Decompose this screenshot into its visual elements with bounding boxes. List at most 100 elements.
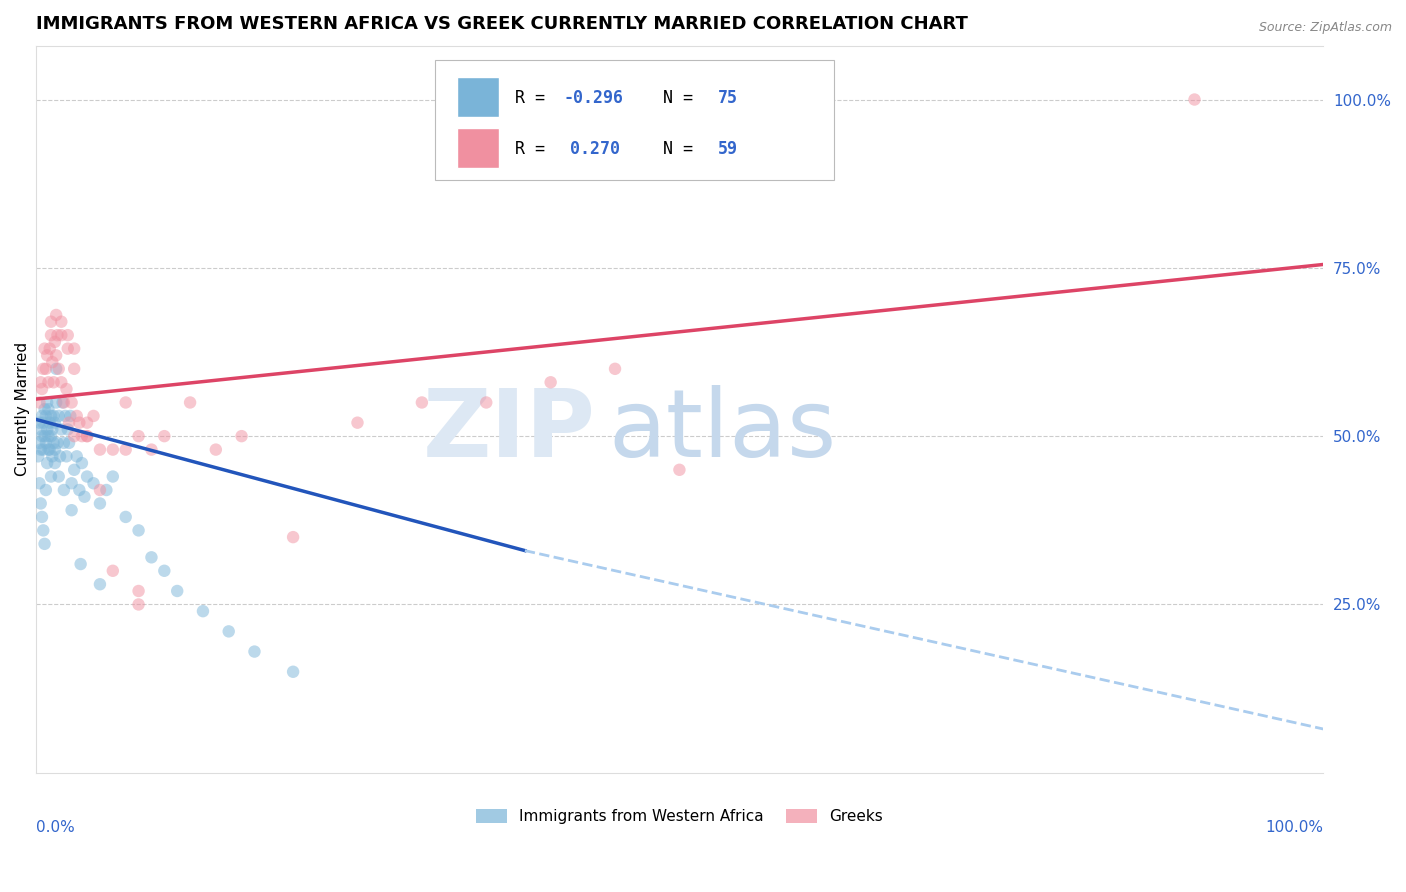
Point xyxy=(27,450,49,464)
Point xyxy=(218,624,240,639)
Point xyxy=(166,584,188,599)
Point xyxy=(32,442,55,457)
Point xyxy=(63,429,86,443)
Point xyxy=(153,429,176,443)
Text: 75: 75 xyxy=(718,89,738,107)
Bar xyxy=(457,128,499,168)
Point xyxy=(70,456,93,470)
Text: IMMIGRANTS FROM WESTERN AFRICA VS GREEK CURRENTLY MARRIED CORRELATION CHART: IMMIGRANTS FROM WESTERN AFRICA VS GREEK … xyxy=(35,15,967,33)
Point xyxy=(44,442,66,457)
Point xyxy=(191,604,214,618)
Text: N =: N = xyxy=(644,89,703,107)
Point xyxy=(66,409,89,423)
Point xyxy=(76,416,98,430)
Point xyxy=(128,524,150,538)
Point xyxy=(46,435,69,450)
Point xyxy=(46,328,69,343)
Point xyxy=(56,328,79,343)
Point xyxy=(58,416,80,430)
Point xyxy=(48,469,70,483)
Point xyxy=(243,644,266,658)
Text: atlas: atlas xyxy=(609,385,837,477)
Point xyxy=(28,416,51,430)
Point xyxy=(141,442,163,457)
Point xyxy=(52,395,75,409)
Point xyxy=(73,490,96,504)
Point xyxy=(1184,93,1206,107)
Point xyxy=(37,442,59,457)
Point xyxy=(114,395,136,409)
Point xyxy=(38,416,60,430)
Point xyxy=(69,557,91,571)
Point xyxy=(51,422,73,436)
Point xyxy=(35,435,58,450)
Point xyxy=(281,530,304,544)
Point xyxy=(44,416,66,430)
Point xyxy=(31,382,53,396)
Point xyxy=(101,442,124,457)
Point xyxy=(63,342,86,356)
Point xyxy=(96,483,118,497)
Point xyxy=(39,328,62,343)
Point xyxy=(39,409,62,423)
Point xyxy=(31,429,53,443)
Point xyxy=(83,476,105,491)
Point xyxy=(114,510,136,524)
Text: R =: R = xyxy=(515,140,565,158)
Point xyxy=(45,348,67,362)
Legend: Immigrants from Western Africa, Greeks: Immigrants from Western Africa, Greeks xyxy=(470,804,889,830)
Point xyxy=(37,456,59,470)
Point xyxy=(76,429,98,443)
Text: 0.270: 0.270 xyxy=(569,140,620,158)
Point xyxy=(540,376,562,390)
Point xyxy=(41,355,63,369)
Point xyxy=(37,348,59,362)
Text: -0.296: -0.296 xyxy=(564,89,623,107)
Point xyxy=(48,409,70,423)
Point xyxy=(53,409,76,423)
Point xyxy=(42,435,65,450)
Point xyxy=(32,361,55,376)
Point xyxy=(63,463,86,477)
Point xyxy=(38,342,60,356)
Point xyxy=(52,435,75,450)
Text: R =: R = xyxy=(515,89,554,107)
Point xyxy=(45,361,67,376)
Point xyxy=(28,435,51,450)
Point xyxy=(45,308,67,322)
Point xyxy=(45,395,67,409)
Point xyxy=(70,429,93,443)
Text: 0.0%: 0.0% xyxy=(35,820,75,835)
Point xyxy=(44,334,66,349)
Point xyxy=(30,442,52,457)
Point xyxy=(39,315,62,329)
Point xyxy=(60,395,83,409)
Point xyxy=(60,503,83,517)
Point xyxy=(411,395,433,409)
Y-axis label: Currently Married: Currently Married xyxy=(15,343,30,476)
Point xyxy=(30,376,52,390)
Point xyxy=(141,550,163,565)
Point xyxy=(35,361,58,376)
Point xyxy=(39,429,62,443)
Point xyxy=(56,422,79,436)
Point xyxy=(41,422,63,436)
Point xyxy=(101,469,124,483)
Point xyxy=(38,442,60,457)
Point xyxy=(89,483,111,497)
Point xyxy=(89,442,111,457)
Point xyxy=(48,361,70,376)
Point xyxy=(67,416,90,430)
Point xyxy=(31,409,53,423)
Point xyxy=(153,564,176,578)
Text: Source: ZipAtlas.com: Source: ZipAtlas.com xyxy=(1258,21,1392,34)
Text: N =: N = xyxy=(644,140,703,158)
Point xyxy=(28,395,51,409)
Point xyxy=(475,395,498,409)
Point xyxy=(28,476,51,491)
Point xyxy=(128,598,150,612)
Point xyxy=(39,469,62,483)
Point xyxy=(56,342,79,356)
Point xyxy=(63,361,86,376)
Point xyxy=(76,469,98,483)
